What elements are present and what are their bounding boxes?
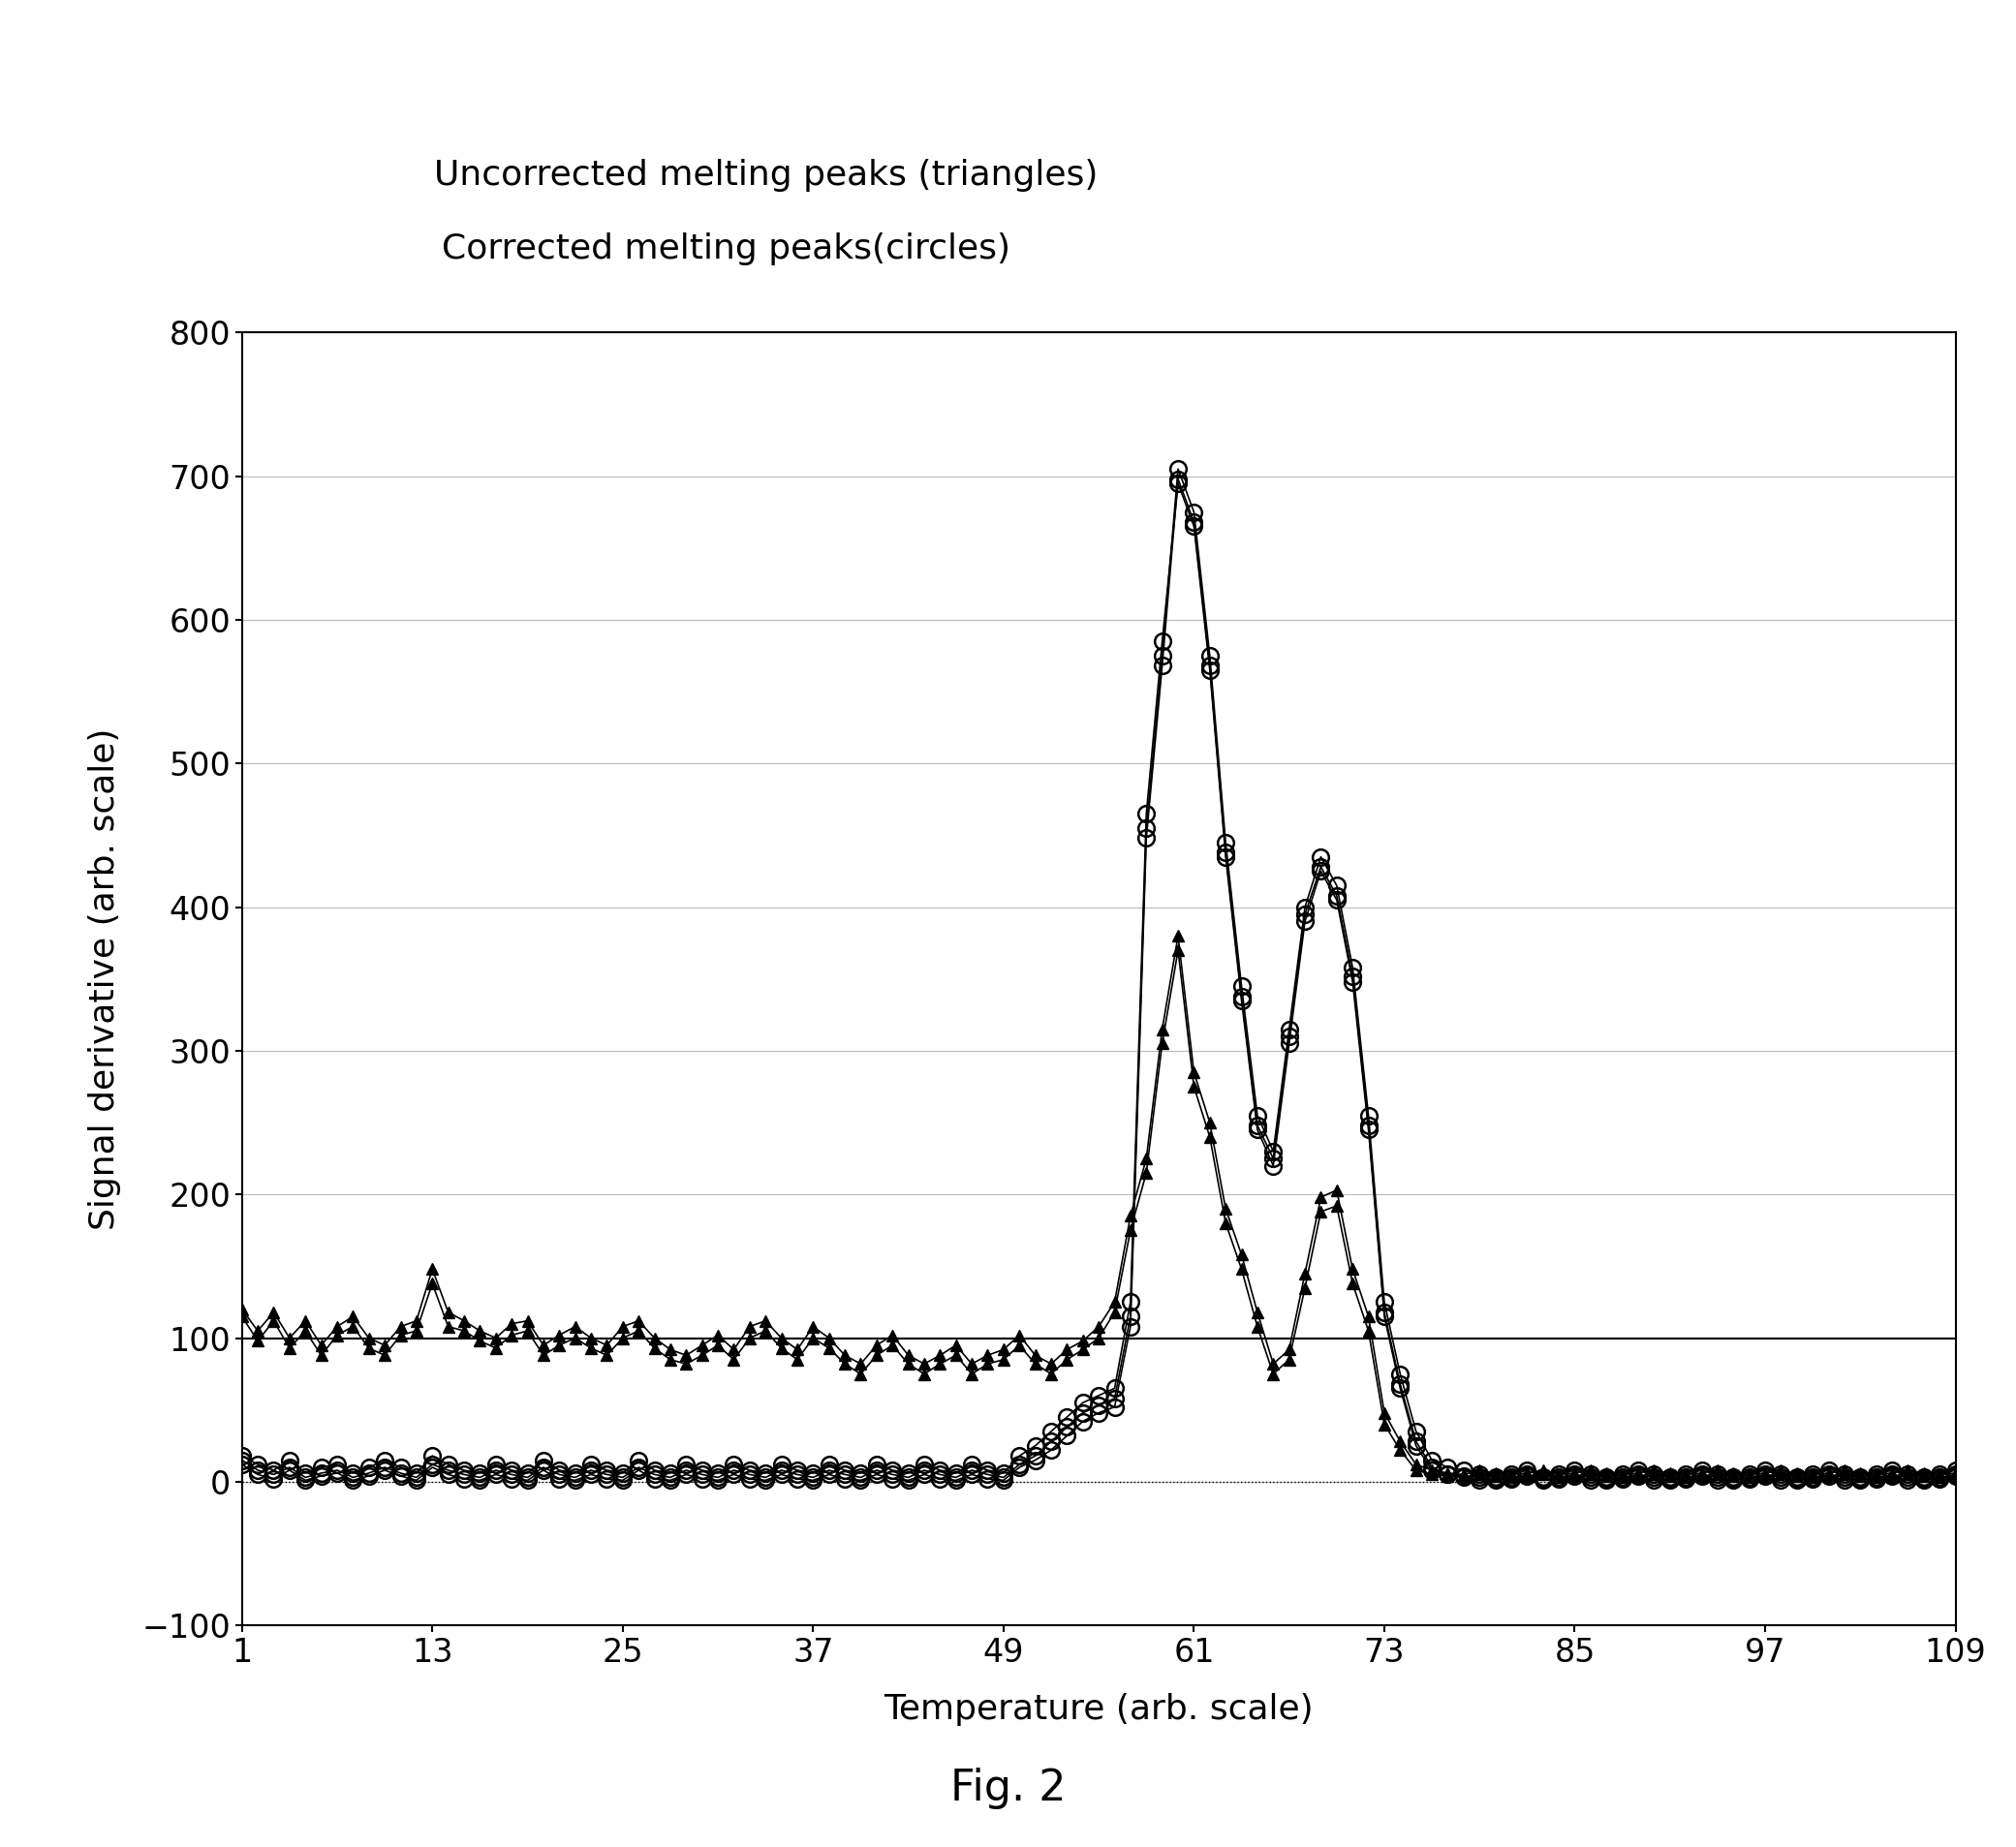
X-axis label: Temperature (arb. scale): Temperature (arb. scale) [883,1694,1314,1725]
Text: Uncorrected melting peaks (triangles): Uncorrected melting peaks (triangles) [433,159,1099,192]
Y-axis label: Signal derivative (arb. scale): Signal derivative (arb. scale) [89,728,121,1230]
Text: Corrected melting peaks(circles): Corrected melting peaks(circles) [442,233,1010,266]
Text: Fig. 2: Fig. 2 [950,1768,1066,1810]
